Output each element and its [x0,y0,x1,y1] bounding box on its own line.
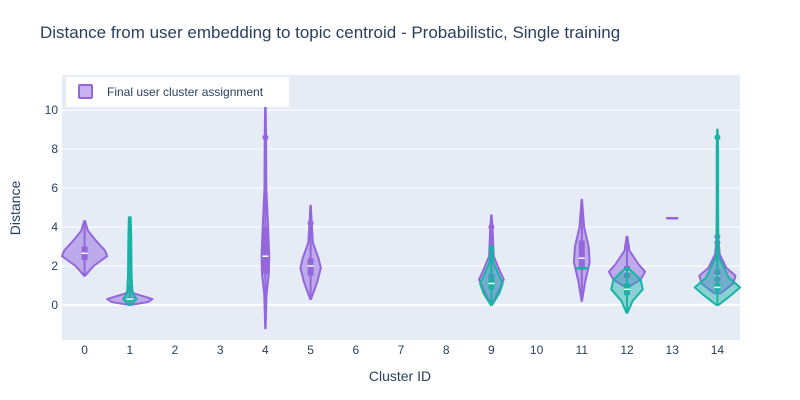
x-axis-ticks: 0 1 2 3 4 5 6 7 8 9 10 11 12 13 14 [81,343,724,357]
outlier-point [307,220,314,227]
y-tick-label: 10 [45,103,59,117]
violin-purple-0 [61,220,109,277]
x-tick-label: 7 [398,343,405,357]
violin-series [61,99,741,330]
violin-teal-12 [610,266,644,314]
x-tick-label: 5 [307,343,314,357]
x-tick-label: 13 [666,343,680,357]
y-tick-label: 8 [51,142,58,156]
legend[interactable]: Final user cluster assignment [66,77,289,107]
legend-box [66,77,289,107]
x-tick-label: 12 [620,343,634,357]
outlier-point [624,243,630,250]
outlier-point [488,223,495,230]
violin-box [262,226,269,274]
y-axis-title: Distance [7,181,23,236]
violin-teal-1 [122,216,138,306]
x-tick-label: 10 [530,343,544,357]
violin-teal-9 [479,245,504,306]
x-tick-label: 14 [711,343,725,357]
outlier-point [262,134,269,141]
x-tick-label: 4 [262,343,269,357]
violin-teal-14 [693,128,741,306]
y-tick-label: 0 [51,298,58,312]
x-tick-label: 1 [126,343,133,357]
x-tick-label: 11 [576,343,589,357]
chart-title: Distance from user embedding to topic ce… [40,23,620,42]
violin-purple-5 [299,204,322,301]
x-tick-label: 0 [81,343,88,357]
x-tick-label: 2 [172,343,179,357]
legend-swatch-icon [78,84,93,99]
violin-box [307,258,314,276]
outlier-point [488,245,495,252]
x-tick-label: 9 [488,343,495,357]
y-tick-label: 2 [51,259,58,273]
plot-area [62,75,740,340]
y-axis-ticks: 0 2 4 6 8 10 [45,103,59,312]
x-tick-label: 6 [352,343,359,357]
x-tick-label: 8 [443,343,450,357]
outlier-point [714,134,721,141]
x-tick-label: 3 [217,343,224,357]
y-tick-label: 6 [51,181,58,195]
violin-box [578,240,585,270]
violin-purple-11 [572,198,591,302]
legend-label: Final user cluster assignment [107,85,264,99]
y-tick-label: 4 [51,220,58,234]
x-axis-title: Cluster ID [369,368,431,384]
